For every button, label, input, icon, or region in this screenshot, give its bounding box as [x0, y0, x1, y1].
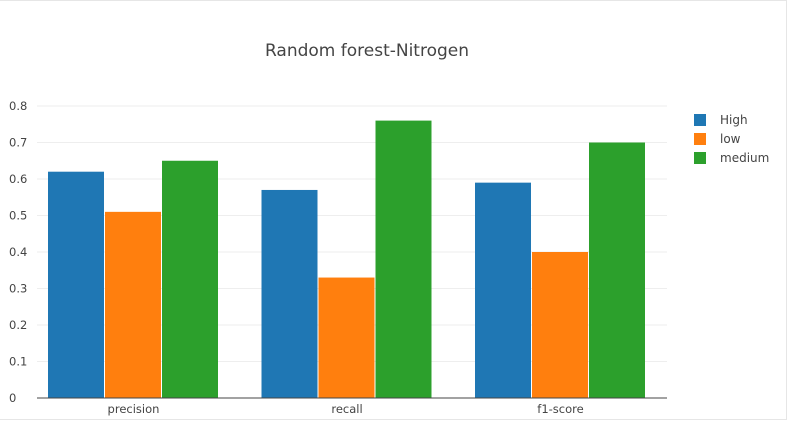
y-tick-label: 0	[9, 391, 16, 405]
y-tick-label: 0.7	[9, 136, 27, 150]
x-axis-ticks: precision recall f1-score	[108, 402, 584, 416]
bar-low-precision[interactable]	[105, 211, 161, 398]
bar-high-f1-score[interactable]	[475, 182, 531, 398]
chart-frame	[0, 0, 787, 420]
y-axis-ticks: 0 0.1 0.2 0.3 0.4 0.5 0.6 0.7 0.8	[9, 99, 27, 405]
legend-swatch-low[interactable]	[694, 133, 706, 145]
x-tick-label: f1-score	[537, 402, 583, 416]
y-tick-label: 0.5	[9, 209, 27, 223]
bars-group	[48, 120, 645, 399]
y-tick-label: 0.4	[9, 245, 27, 259]
legend-swatch-medium[interactable]	[694, 152, 706, 164]
legend[interactable]: High low medium	[694, 113, 769, 165]
bar-high-precision[interactable]	[48, 171, 104, 398]
x-tick-label: recall	[331, 402, 362, 416]
bar-low-f1-score[interactable]	[532, 252, 588, 398]
legend-label-medium[interactable]: medium	[720, 151, 769, 165]
legend-label-low[interactable]: low	[720, 132, 741, 146]
y-tick-label: 0.1	[9, 355, 27, 369]
bar-medium-recall[interactable]	[375, 120, 432, 398]
legend-swatch-high[interactable]	[694, 114, 706, 126]
chart-title: Random forest-Nitrogen	[265, 41, 469, 61]
bar-high-recall[interactable]	[261, 189, 318, 398]
bar-medium-precision[interactable]	[162, 160, 218, 398]
bar-low-recall[interactable]	[318, 277, 375, 398]
y-tick-label: 0.3	[9, 282, 27, 296]
bar-medium-f1-score[interactable]	[589, 142, 645, 399]
legend-label-high[interactable]: High	[720, 113, 748, 127]
y-tick-label: 0.6	[9, 172, 27, 186]
x-tick-label: precision	[108, 402, 160, 416]
y-tick-label: 0.2	[9, 318, 27, 332]
y-tick-label: 0.8	[9, 99, 27, 113]
